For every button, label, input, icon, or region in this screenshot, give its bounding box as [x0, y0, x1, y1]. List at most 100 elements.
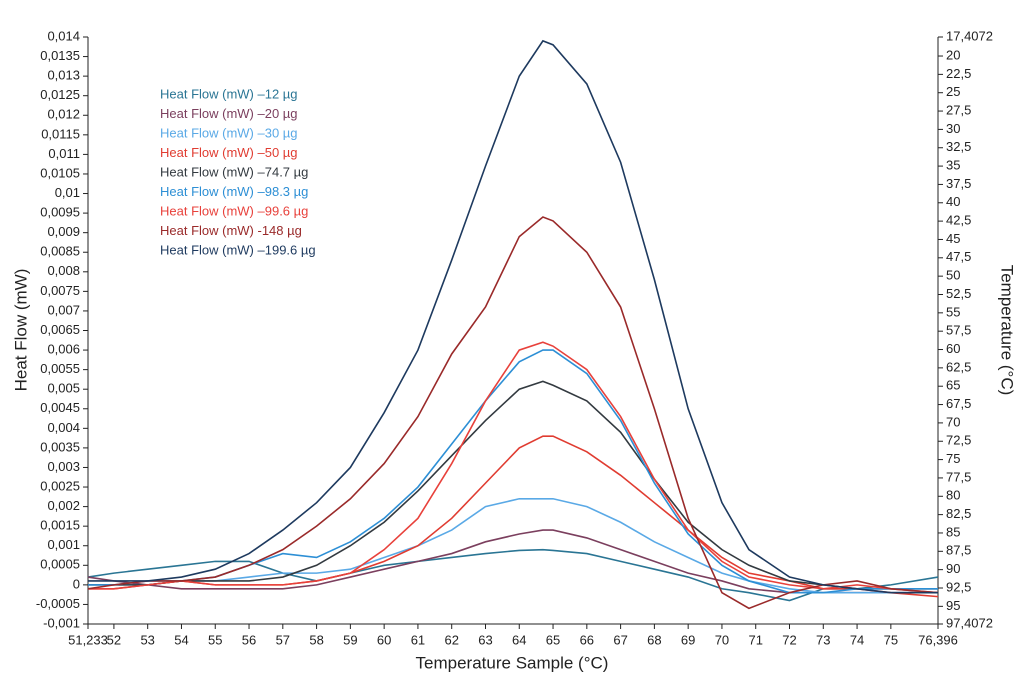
y-tick-label: -0,001 [43, 615, 80, 630]
y-tick-label: 0,001 [47, 537, 80, 552]
x-tick-label: 62 [444, 632, 458, 647]
x-tick-label: 57 [276, 632, 290, 647]
y-tick-label: 0,01 [55, 185, 80, 200]
y-tick-label: 0,003 [47, 459, 80, 474]
x-tick-label: 51,233 [68, 632, 108, 647]
y2-tick-label: 37,5 [946, 176, 971, 191]
y2-tick-label: 50 [946, 268, 960, 283]
y2-tick-label: 40 [946, 194, 960, 209]
series-line [88, 497, 938, 594]
series-line [87, 529, 938, 594]
legend-entry: Heat Flow (mW) –50 µg [160, 145, 298, 160]
y2-tick-label: 52,5 [946, 286, 971, 301]
y-tick-label: 0,0065 [40, 322, 80, 337]
legend-entry: Heat Flow (mW) –30 µg [160, 125, 298, 140]
y-tick-label: 0,0005 [40, 557, 80, 572]
x-tick-label: 75 [884, 632, 898, 647]
y2-tick-label: 77,5 [946, 469, 971, 484]
x-axis-title: Temperature Sample (°C) [416, 653, 609, 672]
x-tick-label: 71 [748, 632, 762, 647]
x-tick-label: 70 [715, 632, 729, 647]
y-tick-label: -0,0005 [36, 596, 80, 611]
y2-tick-label: 27,5 [946, 102, 971, 117]
series-line [88, 380, 938, 590]
x-tick-label: 66 [580, 632, 594, 647]
x-tick-label: 52 [107, 632, 121, 647]
y2-tick-label: 30 [946, 121, 960, 136]
y2-tick-label: 55 [946, 304, 960, 319]
x-tick-label: 68 [647, 632, 661, 647]
y2-tick-label: 80 [946, 488, 960, 503]
series-line [88, 341, 939, 594]
x-tick-label: 64 [512, 632, 526, 647]
x-tick-label: 63 [478, 632, 492, 647]
y-axis-title: Heat Flow (mW) [11, 269, 30, 392]
y-tick-label: 0,0015 [40, 518, 80, 533]
y-tick-label: 0,008 [47, 263, 80, 278]
y2-axis-title: Temperature (°C) [998, 265, 1017, 396]
y-tick-label: 0,009 [47, 224, 80, 239]
y2-tick-label: 85 [946, 524, 960, 539]
series-line [88, 435, 939, 598]
legend-entry: Heat Flow (mW) –74.7 µg [160, 164, 308, 179]
y2-tick-label: 60 [946, 341, 960, 356]
x-tick-label: 58 [309, 632, 323, 647]
y2-tick-label: 97,4072 [946, 615, 993, 630]
y2-tick-label: 20 [946, 47, 960, 62]
series-line [87, 216, 939, 610]
legend-entry: Heat Flow (mW) –12 µg [160, 86, 298, 101]
y2-tick-label: 82,5 [946, 506, 971, 521]
x-tick-label: 67 [613, 632, 627, 647]
y-tick-label: 0,0095 [40, 205, 80, 220]
y-tick-label: 0,0055 [40, 361, 80, 376]
x-tick-label: 73 [816, 632, 830, 647]
y2-tick-label: 47,5 [946, 249, 971, 264]
y-tick-label: 0,004 [47, 420, 80, 435]
y-tick-label: 0,006 [47, 342, 80, 357]
y2-tick-label: 17,4072 [946, 28, 993, 43]
y-tick-label: 0,0115 [41, 126, 80, 141]
x-tick-label: 54 [174, 632, 188, 647]
x-tick-label: 60 [377, 632, 391, 647]
x-tick-label: 69 [681, 632, 695, 647]
y2-tick-label: 65 [946, 378, 960, 393]
y-tick-label: 0,0075 [40, 283, 80, 298]
legend-entry: Heat Flow (mW) -148 µg [160, 223, 302, 238]
x-tick-label: 65 [546, 632, 560, 647]
y-tick-label: 0,005 [47, 381, 80, 396]
series-line [88, 349, 938, 594]
y-tick-label: 0,0105 [40, 165, 80, 180]
y-tick-label: 0 [73, 576, 80, 591]
x-tick-label: 55 [208, 632, 222, 647]
y2-tick-label: 25 [946, 84, 960, 99]
y-tick-label: 0,0025 [40, 478, 80, 493]
y-tick-label: 0,0125 [40, 87, 80, 102]
y-tick-label: 0,0085 [40, 244, 80, 259]
y-tick-label: 0,011 [48, 146, 80, 161]
y2-tick-label: 35 [946, 158, 960, 173]
y2-tick-label: 90 [946, 561, 960, 576]
x-tick-label: 61 [411, 632, 425, 647]
series-line [88, 39, 938, 594]
y2-tick-label: 22,5 [946, 66, 971, 81]
y2-tick-label: 32,5 [946, 139, 971, 154]
y2-tick-label: 67,5 [946, 396, 971, 411]
x-tick-label: 72 [782, 632, 796, 647]
legend-entry: Heat Flow (mW) –99.6 µg [160, 203, 308, 218]
y2-tick-label: 57,5 [946, 323, 971, 338]
legend-entry: Heat Flow (mW) –199.6 µg [160, 242, 316, 257]
y2-tick-label: 45 [946, 231, 960, 246]
legend-entry: Heat Flow (mW) –20 µg [160, 106, 298, 121]
y2-tick-label: 62,5 [946, 359, 971, 374]
y-tick-label: 0,014 [47, 28, 80, 43]
y-tick-label: 0,012 [47, 107, 80, 122]
y-tick-label: 0,0135 [40, 48, 80, 63]
y-tick-label: 0,013 [47, 68, 80, 83]
x-tick-label: 59 [343, 632, 357, 647]
legend-entry: Heat Flow (mW) –98.3 µg [160, 184, 308, 199]
y2-tick-label: 95 [946, 598, 960, 613]
y2-tick-label: 42,5 [946, 213, 971, 228]
x-tick-label: 76,396 [918, 632, 958, 647]
y2-tick-label: 70 [946, 414, 960, 429]
